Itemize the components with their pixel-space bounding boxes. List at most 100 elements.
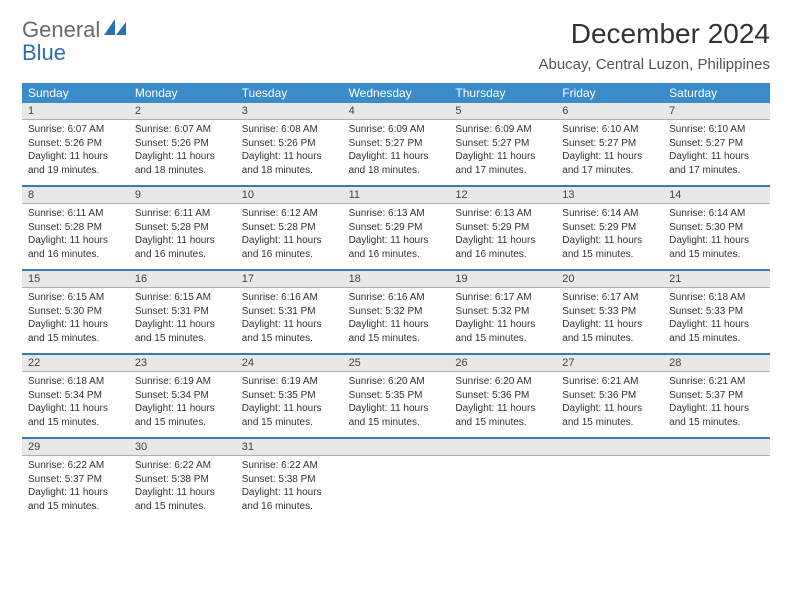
daylight-line: Daylight: 11 hours and 15 minutes. xyxy=(562,402,657,429)
daylight-line: Daylight: 11 hours and 15 minutes. xyxy=(669,402,764,429)
daylight-line: Daylight: 11 hours and 16 minutes. xyxy=(135,234,230,261)
daylight-line: Daylight: 11 hours and 17 minutes. xyxy=(562,150,657,177)
sunset-line: Sunset: 5:29 PM xyxy=(455,221,550,235)
day-number: 26 xyxy=(449,355,556,371)
day-body xyxy=(449,456,556,521)
day-body: Sunrise: 6:17 AMSunset: 5:33 PMDaylight:… xyxy=(556,288,663,353)
dow-cell: Friday xyxy=(556,83,663,103)
day-number: 18 xyxy=(343,271,450,287)
sunset-line: Sunset: 5:31 PM xyxy=(135,305,230,319)
daylight-line: Daylight: 11 hours and 16 minutes. xyxy=(455,234,550,261)
dow-cell: Saturday xyxy=(663,83,770,103)
sunset-line: Sunset: 5:27 PM xyxy=(455,137,550,151)
day-body xyxy=(663,456,770,521)
weeks-container: 1234567Sunrise: 6:07 AMSunset: 5:26 PMDa… xyxy=(22,103,770,521)
day-number: 10 xyxy=(236,187,343,203)
day-number: 29 xyxy=(22,439,129,455)
sunset-line: Sunset: 5:31 PM xyxy=(242,305,337,319)
day-number: 28 xyxy=(663,355,770,371)
sunrise-line: Sunrise: 6:11 AM xyxy=(135,207,230,221)
daylight-line: Daylight: 11 hours and 16 minutes. xyxy=(242,486,337,513)
day-body xyxy=(556,456,663,521)
day-number xyxy=(343,439,450,455)
dow-cell: Thursday xyxy=(449,83,556,103)
sunrise-line: Sunrise: 6:13 AM xyxy=(455,207,550,221)
sunset-line: Sunset: 5:36 PM xyxy=(562,389,657,403)
days-of-week-header: SundayMondayTuesdayWednesdayThursdayFrid… xyxy=(22,83,770,103)
sunrise-line: Sunrise: 6:19 AM xyxy=(135,375,230,389)
sunset-line: Sunset: 5:30 PM xyxy=(28,305,123,319)
logo-blue-text: Blue xyxy=(22,40,66,65)
sunset-line: Sunset: 5:26 PM xyxy=(242,137,337,151)
title-block: December 2024 Abucay, Central Luzon, Phi… xyxy=(538,18,770,73)
day-body: Sunrise: 6:10 AMSunset: 5:27 PMDaylight:… xyxy=(556,120,663,185)
sunrise-line: Sunrise: 6:13 AM xyxy=(349,207,444,221)
daylight-line: Daylight: 11 hours and 15 minutes. xyxy=(135,486,230,513)
day-number: 1 xyxy=(22,103,129,119)
sunrise-line: Sunrise: 6:20 AM xyxy=(349,375,444,389)
sunset-line: Sunset: 5:28 PM xyxy=(135,221,230,235)
sunrise-line: Sunrise: 6:16 AM xyxy=(349,291,444,305)
sunrise-line: Sunrise: 6:11 AM xyxy=(28,207,123,221)
day-body: Sunrise: 6:20 AMSunset: 5:35 PMDaylight:… xyxy=(343,372,450,437)
daylight-line: Daylight: 11 hours and 19 minutes. xyxy=(28,150,123,177)
dow-cell: Sunday xyxy=(22,83,129,103)
day-body: Sunrise: 6:19 AMSunset: 5:34 PMDaylight:… xyxy=(129,372,236,437)
daylight-line: Daylight: 11 hours and 15 minutes. xyxy=(135,402,230,429)
sunrise-line: Sunrise: 6:20 AM xyxy=(455,375,550,389)
day-number: 12 xyxy=(449,187,556,203)
day-number: 24 xyxy=(236,355,343,371)
sunrise-line: Sunrise: 6:08 AM xyxy=(242,123,337,137)
day-body: Sunrise: 6:09 AMSunset: 5:27 PMDaylight:… xyxy=(343,120,450,185)
sunset-line: Sunset: 5:32 PM xyxy=(349,305,444,319)
day-number: 16 xyxy=(129,271,236,287)
daylight-line: Daylight: 11 hours and 16 minutes. xyxy=(242,234,337,261)
day-body: Sunrise: 6:11 AMSunset: 5:28 PMDaylight:… xyxy=(129,204,236,269)
sunrise-line: Sunrise: 6:18 AM xyxy=(28,375,123,389)
daylight-line: Daylight: 11 hours and 15 minutes. xyxy=(669,318,764,345)
sunset-line: Sunset: 5:38 PM xyxy=(242,473,337,487)
sunset-line: Sunset: 5:27 PM xyxy=(562,137,657,151)
dow-cell: Tuesday xyxy=(236,83,343,103)
day-body: Sunrise: 6:11 AMSunset: 5:28 PMDaylight:… xyxy=(22,204,129,269)
day-number: 15 xyxy=(22,271,129,287)
logo-sail-icon xyxy=(104,18,126,41)
day-body: Sunrise: 6:21 AMSunset: 5:37 PMDaylight:… xyxy=(663,372,770,437)
day-number: 8 xyxy=(22,187,129,203)
sunrise-line: Sunrise: 6:09 AM xyxy=(349,123,444,137)
day-body: Sunrise: 6:22 AMSunset: 5:38 PMDaylight:… xyxy=(236,456,343,521)
logo: General Blue xyxy=(22,18,126,64)
daylight-line: Daylight: 11 hours and 18 minutes. xyxy=(135,150,230,177)
day-number: 11 xyxy=(343,187,450,203)
month-title: December 2024 xyxy=(538,18,770,50)
day-body: Sunrise: 6:10 AMSunset: 5:27 PMDaylight:… xyxy=(663,120,770,185)
daylight-line: Daylight: 11 hours and 15 minutes. xyxy=(562,318,657,345)
sunset-line: Sunset: 5:34 PM xyxy=(28,389,123,403)
sunset-line: Sunset: 5:35 PM xyxy=(242,389,337,403)
daylight-line: Daylight: 11 hours and 15 minutes. xyxy=(242,318,337,345)
sunrise-line: Sunrise: 6:14 AM xyxy=(562,207,657,221)
sunset-line: Sunset: 5:27 PM xyxy=(349,137,444,151)
sunrise-line: Sunrise: 6:22 AM xyxy=(135,459,230,473)
sunrise-line: Sunrise: 6:12 AM xyxy=(242,207,337,221)
day-number: 3 xyxy=(236,103,343,119)
sunset-line: Sunset: 5:37 PM xyxy=(28,473,123,487)
day-number: 22 xyxy=(22,355,129,371)
day-number: 27 xyxy=(556,355,663,371)
daylight-line: Daylight: 11 hours and 15 minutes. xyxy=(455,402,550,429)
day-body: Sunrise: 6:07 AMSunset: 5:26 PMDaylight:… xyxy=(129,120,236,185)
day-number xyxy=(663,439,770,455)
day-body: Sunrise: 6:15 AMSunset: 5:30 PMDaylight:… xyxy=(22,288,129,353)
daylight-line: Daylight: 11 hours and 15 minutes. xyxy=(455,318,550,345)
sunset-line: Sunset: 5:28 PM xyxy=(28,221,123,235)
sunrise-line: Sunrise: 6:18 AM xyxy=(669,291,764,305)
day-body: Sunrise: 6:16 AMSunset: 5:32 PMDaylight:… xyxy=(343,288,450,353)
daylight-line: Daylight: 11 hours and 18 minutes. xyxy=(242,150,337,177)
daylight-line: Daylight: 11 hours and 15 minutes. xyxy=(349,402,444,429)
sunrise-line: Sunrise: 6:17 AM xyxy=(562,291,657,305)
daylight-line: Daylight: 11 hours and 15 minutes. xyxy=(28,318,123,345)
sunrise-line: Sunrise: 6:15 AM xyxy=(28,291,123,305)
sunrise-line: Sunrise: 6:19 AM xyxy=(242,375,337,389)
sunrise-line: Sunrise: 6:21 AM xyxy=(562,375,657,389)
sunrise-line: Sunrise: 6:15 AM xyxy=(135,291,230,305)
